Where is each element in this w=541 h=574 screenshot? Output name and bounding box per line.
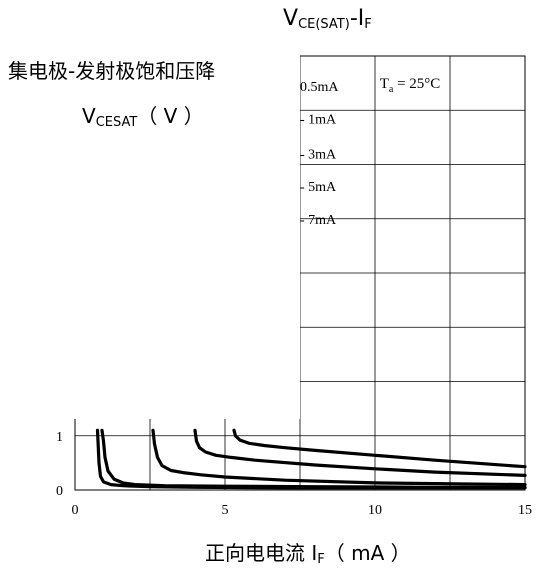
- xlabel-unit: （ mA ）: [324, 541, 411, 565]
- temperature-annotation: Ta = 25°C: [380, 76, 441, 95]
- x-tick-label: 10: [368, 503, 382, 518]
- xlabel-sub: F: [317, 552, 325, 567]
- series-line-2: [151, 428, 527, 487]
- x-tick-label: 5: [222, 503, 229, 518]
- series-labels: 0.5mA - 1mA - 3mA - 5mA - 7mA: [300, 80, 339, 228]
- x-tick-label: 15: [518, 503, 532, 518]
- ylabel-sub: CESAT: [95, 115, 138, 130]
- y-tick-label: 0: [56, 484, 63, 499]
- y-axis-label: 集电极-发射极饱和压降: [8, 59, 216, 83]
- series-line-1: [100, 428, 527, 489]
- annotation-text: Ta = 25°C: [380, 76, 441, 95]
- series-label: 0.5mA: [300, 80, 339, 95]
- chart-title: VCE(SAT)-IF: [283, 6, 372, 32]
- series-label: - 5mA: [300, 180, 337, 195]
- series-label: - 1mA: [300, 112, 337, 127]
- series-label: - 7mA: [300, 213, 337, 228]
- title-main: V: [283, 6, 299, 31]
- title-tail: -I: [349, 6, 365, 31]
- title-tail-sub: F: [364, 17, 372, 32]
- x-tick-label: 0: [72, 503, 79, 518]
- series-line-5: [95, 428, 527, 490]
- x-tick-labels: 0 5 10 15: [72, 503, 533, 518]
- y-tick-labels: 01: [56, 430, 63, 499]
- y-axis-unit-label: VCESAT（ V ）: [82, 100, 204, 130]
- series-line-4: [232, 428, 527, 469]
- ylabel-v: V: [82, 104, 96, 128]
- series-label: - 3mA: [300, 148, 337, 163]
- ylabel-unit: （ V ）: [137, 104, 204, 128]
- xlabel-main: 正向电电流 I: [205, 541, 318, 565]
- y-tick-label: 1: [56, 430, 63, 445]
- series-line-3: [193, 428, 527, 477]
- x-axis-label: 正向电电流 IF（ mA ）: [205, 537, 411, 567]
- label-overlay-panel: [0, 48, 300, 419]
- series-curves: [95, 428, 527, 490]
- title-sub: CE(SAT): [298, 17, 350, 32]
